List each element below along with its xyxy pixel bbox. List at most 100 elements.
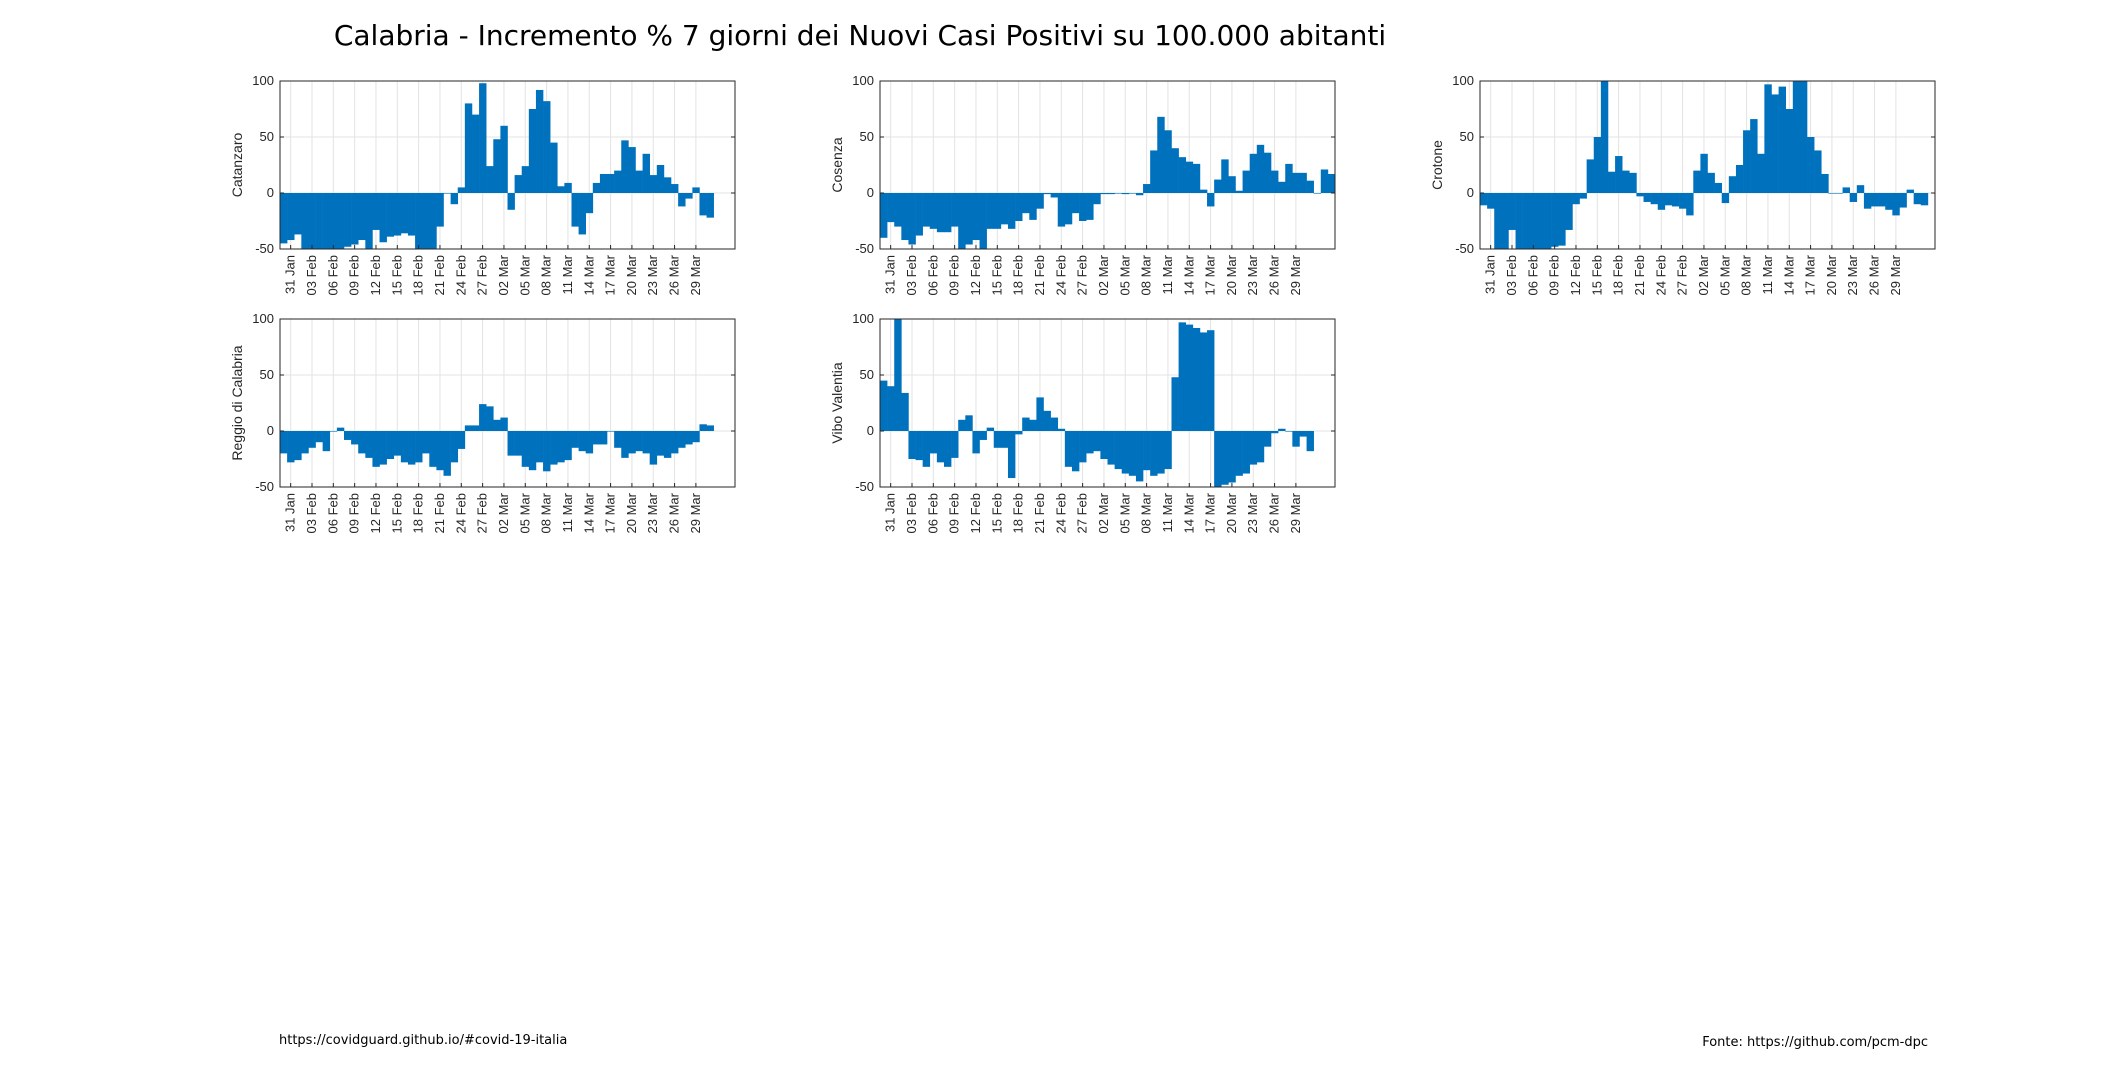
bar — [887, 386, 895, 431]
y-tick-label: 100 — [1452, 73, 1474, 88]
chart-1: -50 0 50 100 31 Jan 03 Feb 06 Feb 09 Feb 12 Feb 1… — [229, 73, 736, 295]
y-tick-label: 50 — [860, 367, 874, 382]
bar — [578, 193, 587, 235]
chart-2: -50 0 50 100 31 Jan 03 Feb 06 Feb 09 Feb 12 Feb 1… — [829, 73, 1336, 295]
bar — [1292, 431, 1300, 447]
bar — [543, 101, 551, 193]
x-tick-label: 23 Mar — [1245, 254, 1260, 295]
bar — [1757, 153, 1765, 193]
bar — [1494, 193, 1502, 249]
bar — [550, 142, 558, 193]
bar — [329, 431, 338, 432]
bar — [1171, 377, 1179, 431]
bar — [894, 319, 902, 431]
bar — [493, 139, 501, 193]
bar — [415, 431, 423, 463]
x-tick-label: 18 Feb — [411, 493, 426, 533]
y-tick-label: 100 — [252, 73, 274, 88]
x-tick-label: 20 Mar — [624, 254, 639, 295]
x-tick-label: 21 Feb — [432, 493, 447, 533]
bar — [1086, 431, 1094, 454]
bar — [1057, 193, 1066, 227]
bar — [922, 193, 931, 227]
bar — [901, 193, 909, 241]
x-tick-label: 27 Feb — [475, 255, 490, 295]
bar — [1849, 193, 1858, 202]
bar — [450, 193, 459, 205]
bar — [1285, 163, 1293, 193]
bar — [1121, 193, 1130, 195]
bar — [415, 193, 423, 249]
bar — [471, 114, 480, 193]
bar — [507, 193, 515, 210]
bar — [1022, 417, 1030, 431]
bar — [1235, 431, 1243, 476]
x-tick-label: 27 Feb — [475, 493, 490, 533]
bar — [1842, 187, 1850, 193]
bar — [908, 431, 916, 459]
x-tick-label: 05 Mar — [517, 492, 532, 533]
bar — [908, 193, 916, 245]
figure-title: Calabria - Incremento % 7 giorni dei Nuo… — [334, 19, 1386, 52]
bar — [1863, 193, 1872, 209]
bar — [635, 431, 643, 452]
bar — [965, 193, 973, 245]
bar — [1263, 152, 1272, 193]
bar — [493, 419, 501, 431]
bar — [993, 193, 1002, 229]
bar — [993, 431, 1002, 448]
bar — [901, 392, 909, 431]
bar — [287, 431, 295, 463]
bar — [351, 193, 359, 245]
bar — [1657, 193, 1666, 210]
x-tick-label: 18 Feb — [411, 255, 426, 295]
bar — [1135, 193, 1144, 196]
bar — [1192, 163, 1201, 193]
bar — [379, 431, 387, 465]
bar — [386, 193, 395, 237]
bar — [1508, 193, 1516, 230]
bar — [692, 187, 700, 193]
bar — [915, 431, 923, 461]
bar — [1615, 156, 1623, 193]
x-tick-label: 20 Mar — [1224, 254, 1239, 295]
bar — [1721, 193, 1730, 204]
bar — [1114, 431, 1123, 470]
x-tick-label: 03 Feb — [304, 493, 319, 533]
bar — [436, 431, 444, 471]
bar — [1551, 193, 1559, 247]
bar — [1522, 193, 1531, 249]
y-tick-label: 0 — [267, 423, 274, 438]
bar — [1529, 193, 1538, 249]
bar — [535, 431, 544, 463]
bar — [1079, 431, 1087, 463]
y-axis-label: Catanzaro — [229, 132, 245, 197]
y-tick-label: 0 — [1467, 185, 1474, 200]
bar — [528, 109, 537, 193]
x-tick-label: 17 Mar — [1203, 492, 1218, 533]
x-tick-label: 02 Mar — [1096, 254, 1111, 295]
x-tick-label: 15 Feb — [389, 493, 404, 533]
bar — [1043, 410, 1051, 431]
x-tick-label: 14 Mar — [1781, 254, 1796, 295]
bar — [287, 193, 295, 241]
axes-box — [279, 318, 736, 488]
bar — [1242, 170, 1250, 193]
bar — [880, 380, 888, 431]
bar — [429, 193, 437, 249]
bar — [1771, 94, 1779, 193]
x-tick-label: 05 Mar — [1117, 254, 1132, 295]
x-tick-label: 31 Jan — [1483, 255, 1498, 294]
y-tick-label: -50 — [855, 241, 874, 256]
y-tick-label: 0 — [867, 185, 874, 200]
bar — [614, 431, 622, 448]
bar — [372, 431, 380, 467]
bar — [1313, 193, 1322, 194]
bar — [965, 415, 973, 431]
bar — [706, 425, 714, 431]
x-tick-label: 20 Mar — [1824, 254, 1839, 295]
bar — [628, 147, 636, 193]
bar — [685, 193, 693, 199]
bar — [543, 431, 551, 472]
x-tick-label: 14 Mar — [1181, 492, 1196, 533]
